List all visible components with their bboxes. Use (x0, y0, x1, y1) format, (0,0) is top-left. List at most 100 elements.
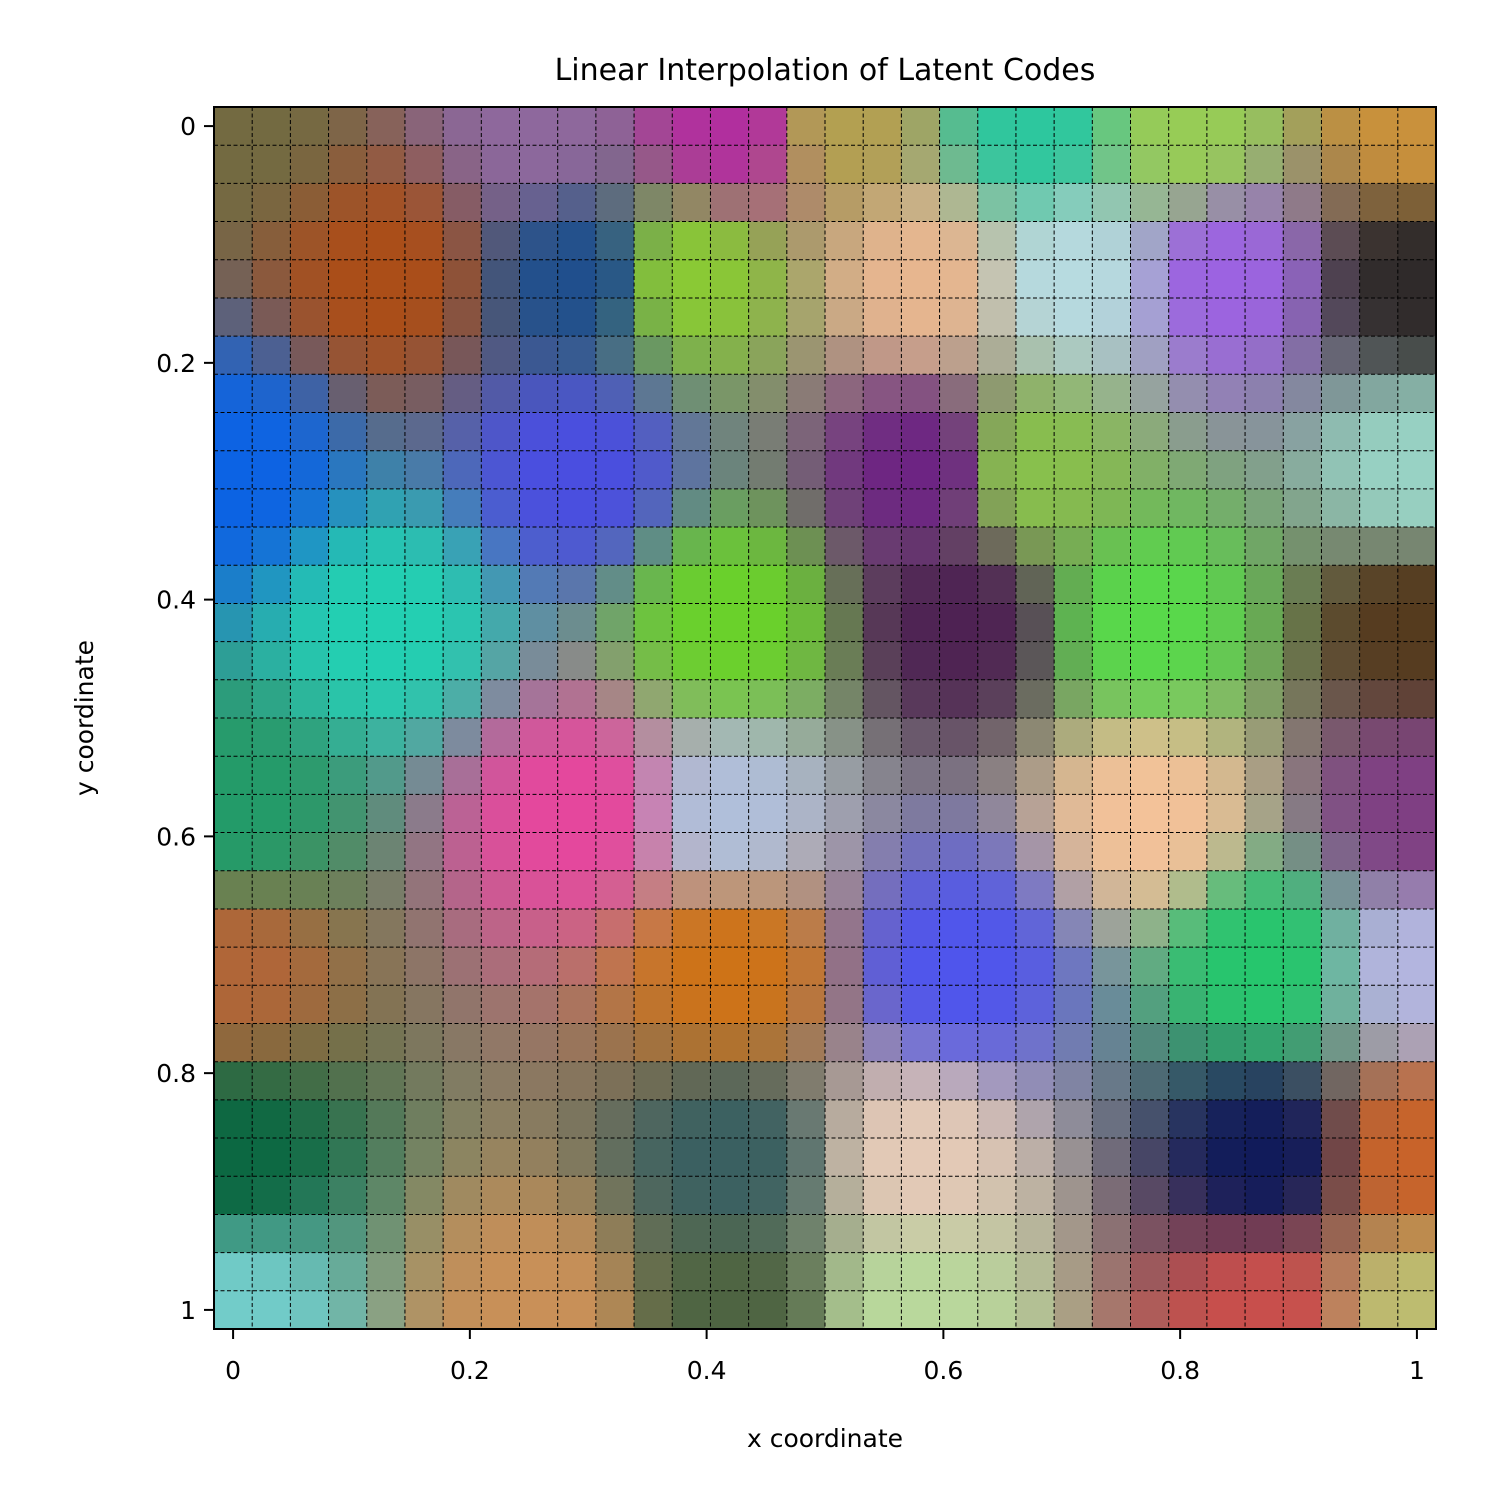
heatmap-cell (1206, 374, 1246, 414)
heatmap-cell (519, 336, 559, 375)
heatmap-cell (1397, 756, 1437, 795)
heatmap-cell (366, 1061, 406, 1101)
heatmap-cell (557, 221, 597, 261)
heatmap-cell (939, 259, 979, 299)
heatmap-cell (252, 565, 291, 605)
heatmap-cell (443, 1176, 482, 1216)
heatmap-cell (710, 947, 750, 986)
heatmap-cell (825, 1176, 864, 1216)
heatmap-cell (1321, 641, 1361, 681)
heatmap-cell (1054, 565, 1093, 605)
heatmap-cell (519, 107, 559, 146)
heatmap-cell (977, 985, 1017, 1025)
heatmap-cell (710, 756, 750, 795)
heatmap-cell (1359, 527, 1399, 566)
heatmap-cell (443, 718, 482, 757)
heatmap-cell (1245, 221, 1284, 261)
heatmap-cell (1092, 756, 1132, 795)
heatmap-cell (366, 641, 406, 681)
heatmap-cell (901, 870, 941, 910)
heatmap-cell (1397, 1138, 1437, 1177)
heatmap-cell (1130, 259, 1170, 299)
heatmap-cell (252, 145, 291, 184)
heatmap-cell (901, 374, 941, 414)
heatmap-cell (1092, 145, 1132, 184)
heatmap-cell (1130, 641, 1170, 681)
heatmap-cell (672, 718, 712, 757)
heatmap-cell (1054, 107, 1093, 146)
heatmap-cell (748, 1099, 788, 1139)
heatmap-cell (748, 1214, 788, 1254)
heatmap-cell (977, 1061, 1017, 1101)
heatmap-cell (1397, 1061, 1437, 1101)
heatmap-cell (1015, 107, 1055, 146)
heatmap-cell (252, 679, 291, 719)
heatmap-cell (1359, 565, 1399, 605)
heatmap-cell (825, 1061, 864, 1101)
heatmap-cell (1321, 145, 1361, 184)
heatmap-cell (1359, 947, 1399, 986)
heatmap-cell (290, 336, 330, 375)
heatmap-cell (1206, 985, 1246, 1025)
heatmap-cell (595, 297, 635, 337)
heatmap-cell (1359, 297, 1399, 337)
heatmap-cell (252, 336, 291, 375)
heatmap-cell (1321, 527, 1361, 566)
heatmap-cell (1206, 794, 1246, 834)
heatmap-cell (1054, 183, 1093, 223)
heatmap-cell (252, 870, 291, 910)
heatmap-cell (290, 1138, 330, 1177)
heatmap-cell (1283, 1023, 1323, 1063)
heatmap-cell (214, 488, 253, 528)
heatmap-cell (634, 1023, 673, 1063)
heatmap-cell (1054, 1252, 1093, 1292)
heatmap-cell (557, 794, 597, 834)
heatmap-cell (1206, 603, 1246, 643)
heatmap-cell (404, 450, 444, 490)
heatmap-cell (786, 145, 826, 184)
heatmap-cell (1015, 641, 1055, 681)
heatmap-cell (1206, 145, 1246, 184)
heatmap-cell (328, 259, 368, 299)
heatmap-cell (825, 221, 864, 261)
heatmap-cell (710, 565, 750, 605)
plot-frame (213, 106, 1437, 1330)
heatmap-cell (214, 832, 253, 872)
heatmap-cell (748, 412, 788, 452)
heatmap-cell (634, 297, 673, 337)
heatmap-cell (557, 1138, 597, 1177)
heatmap-cell (404, 145, 444, 184)
heatmap-cell (939, 488, 979, 528)
heatmap-cell (863, 603, 902, 643)
heatmap-cell (863, 145, 902, 184)
heatmap-cell (863, 1252, 902, 1292)
heatmap-cell (825, 145, 864, 184)
heatmap-cell (710, 908, 750, 948)
heatmap-cell (366, 1176, 406, 1216)
heatmap-cell (443, 183, 482, 223)
heatmap-cell (1206, 1138, 1246, 1177)
heatmap-cell (1397, 947, 1437, 986)
heatmap-cell (710, 488, 750, 528)
heatmap-cell (825, 870, 864, 910)
heatmap-cell (290, 297, 330, 337)
heatmap-cell (1054, 1176, 1093, 1216)
heatmap-cell (672, 450, 712, 490)
heatmap-cell (1397, 107, 1437, 146)
heatmap-cell (1283, 183, 1323, 223)
heatmap-cell (366, 832, 406, 872)
heatmap-cell (710, 221, 750, 261)
heatmap-cell (1015, 412, 1055, 452)
heatmap-cell (404, 336, 444, 375)
heatmap-cell (863, 259, 902, 299)
heatmap-cell (1359, 1214, 1399, 1254)
heatmap-cell (672, 679, 712, 719)
heatmap-cell (825, 908, 864, 948)
heatmap-cell (634, 603, 673, 643)
heatmap-cell (901, 1176, 941, 1216)
heatmap-cell (404, 1290, 444, 1330)
heatmap-cell (519, 679, 559, 719)
heatmap-cell (1015, 450, 1055, 490)
heatmap-cell (1092, 565, 1132, 605)
heatmap-cell (748, 183, 788, 223)
